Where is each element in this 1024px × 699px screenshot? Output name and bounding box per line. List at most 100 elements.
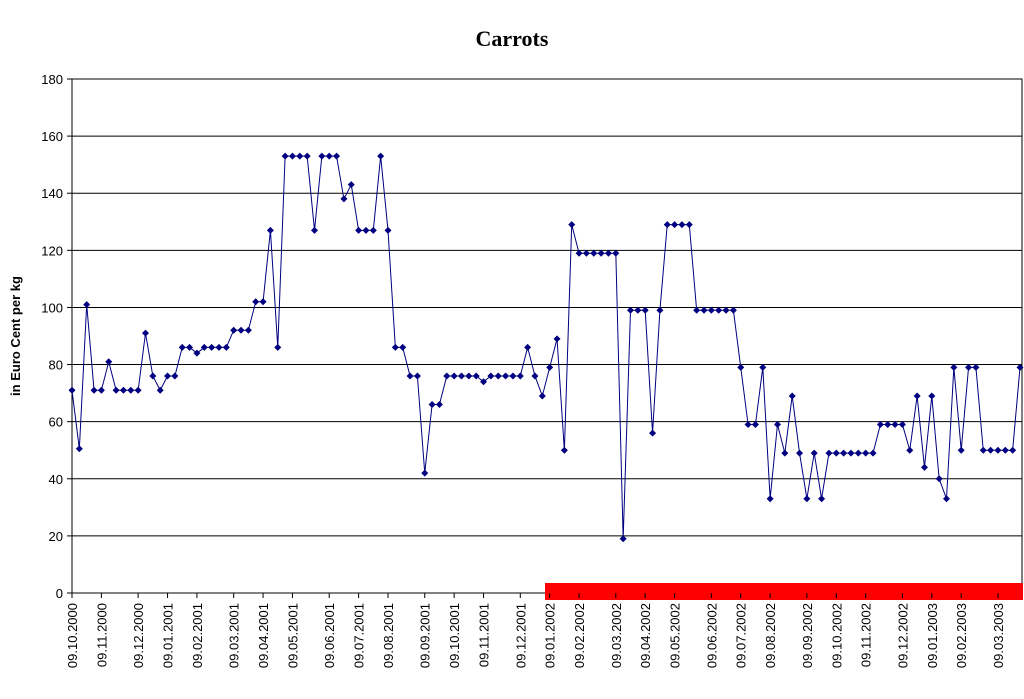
data-point — [627, 306, 635, 314]
data-point — [538, 392, 546, 400]
data-point — [230, 326, 238, 334]
data-point — [494, 372, 502, 380]
data-point — [288, 152, 296, 160]
data-point — [840, 449, 848, 457]
data-point — [406, 372, 414, 380]
data-point — [318, 152, 326, 160]
data-point — [531, 372, 539, 380]
data-point — [656, 306, 664, 314]
data-point — [957, 446, 965, 454]
data-point — [818, 495, 826, 503]
x-tick-label: 09.06.2001 — [322, 603, 337, 668]
data-point — [737, 363, 745, 371]
data-point — [553, 335, 561, 343]
y-tick-label: 60 — [49, 415, 63, 430]
data-point — [582, 249, 590, 257]
x-tick-label: 09.08.2002 — [763, 603, 778, 668]
data-point — [222, 343, 230, 351]
data-point — [237, 326, 245, 334]
data-point — [715, 306, 723, 314]
x-tick-label: 09.11.2000 — [94, 603, 109, 667]
data-point — [450, 372, 458, 380]
data-point — [186, 343, 194, 351]
data-point — [428, 401, 436, 409]
data-point — [340, 195, 348, 203]
data-point — [178, 343, 186, 351]
data-point — [274, 343, 282, 351]
data-point — [105, 358, 113, 366]
x-tick-label: 09.10.2001 — [447, 603, 462, 668]
data-point — [252, 298, 260, 306]
data-point — [244, 326, 252, 334]
data-point — [443, 372, 451, 380]
data-point — [259, 298, 267, 306]
x-tick-label: 09.02.2002 — [572, 603, 587, 668]
data-point — [649, 429, 657, 437]
y-tick-label: 40 — [49, 472, 63, 487]
data-point — [296, 152, 304, 160]
data-point — [597, 249, 605, 257]
data-point — [421, 469, 429, 477]
data-point — [171, 372, 179, 380]
data-point — [972, 363, 980, 371]
y-tick-label: 160 — [41, 129, 63, 144]
data-point — [119, 386, 127, 394]
x-tick-label: 09.12.2000 — [131, 603, 146, 668]
data-point — [560, 446, 568, 454]
data-point — [75, 445, 83, 453]
data-point — [788, 392, 796, 400]
data-point — [156, 386, 164, 394]
data-point — [193, 349, 201, 357]
x-tick-label: 09.09.2001 — [418, 603, 433, 668]
x-tick-label: 09.01.2002 — [543, 603, 558, 668]
x-tick-label: 09.07.2001 — [352, 603, 367, 668]
y-tick-label: 80 — [49, 358, 63, 373]
data-point — [266, 226, 274, 234]
data-point — [796, 449, 804, 457]
data-point — [384, 226, 392, 234]
data-point — [90, 386, 98, 394]
data-point — [693, 306, 701, 314]
data-point — [965, 363, 973, 371]
y-tick-label: 20 — [49, 529, 63, 544]
data-point — [391, 343, 399, 351]
x-tick-label: 09.12.2002 — [895, 603, 910, 668]
x-tick-label: 09.08.2001 — [381, 603, 396, 668]
y-tick-label: 100 — [41, 300, 63, 315]
data-point — [369, 226, 377, 234]
x-tick-label: 09.12.2001 — [513, 603, 528, 668]
x-tick-label: 09.04.2002 — [638, 603, 653, 668]
x-tick-label: 09.02.2003 — [954, 603, 969, 668]
data-point — [685, 221, 693, 229]
data-point — [200, 343, 208, 351]
data-point — [435, 401, 443, 409]
data-point — [729, 306, 737, 314]
data-point — [311, 226, 319, 234]
data-point — [465, 372, 473, 380]
x-tick-label: 09.11.2001 — [477, 603, 492, 667]
data-point — [928, 392, 936, 400]
data-point — [149, 372, 157, 380]
data-point — [751, 421, 759, 429]
data-point — [333, 152, 341, 160]
x-tick-label: 09.06.2002 — [704, 603, 719, 668]
x-tick-label: 09.03.2001 — [227, 603, 242, 668]
data-point — [979, 446, 987, 454]
data-point — [604, 249, 612, 257]
data-point — [1016, 363, 1024, 371]
data-point — [472, 372, 480, 380]
data-point — [347, 181, 355, 189]
data-point — [112, 386, 120, 394]
x-tick-label: 09.03.2003 — [991, 603, 1006, 668]
x-tick-label: 09.07.2002 — [734, 603, 749, 668]
data-point — [164, 372, 172, 380]
data-point — [516, 372, 524, 380]
x-tick-label: 09.04.2001 — [256, 603, 271, 668]
data-point — [854, 449, 862, 457]
data-point — [920, 463, 928, 471]
data-point — [634, 306, 642, 314]
x-tick-label: 09.11.2002 — [859, 603, 874, 667]
data-point — [663, 221, 671, 229]
